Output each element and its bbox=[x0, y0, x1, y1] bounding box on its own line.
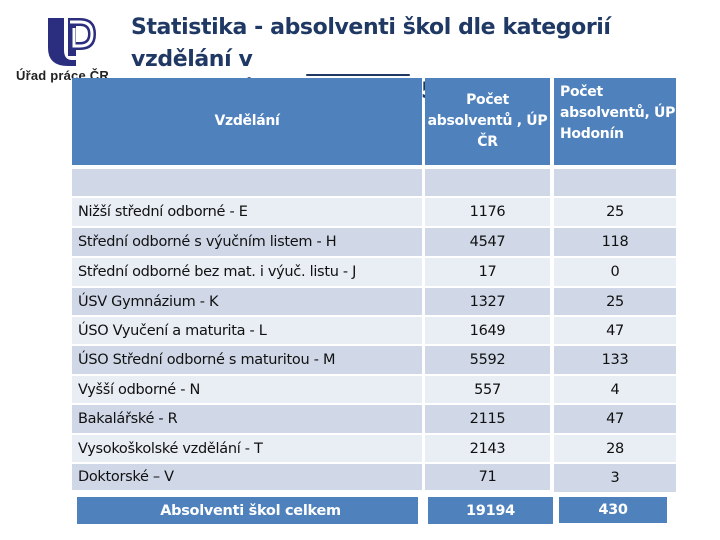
cell-count-cr: 1176 bbox=[425, 198, 550, 226]
upcr-logo-icon bbox=[48, 18, 96, 66]
cell-empty bbox=[554, 169, 676, 196]
cell-count-cr: 1327 bbox=[425, 288, 550, 315]
title-underline bbox=[306, 74, 410, 76]
cell-count-cr: 71 bbox=[425, 464, 550, 490]
header-education: Vzdělání bbox=[72, 78, 422, 165]
cell-education: Doktorské – V bbox=[72, 464, 422, 490]
header-count-cr: Počet absolventů , ÚP ČR bbox=[425, 78, 550, 165]
cell-count-hodonin: 25 bbox=[554, 198, 676, 226]
cell-count-hodonin: 3 bbox=[554, 464, 676, 492]
cell-education: Střední odborné s výučním listem - H bbox=[72, 228, 422, 256]
cell-count-cr: 2143 bbox=[425, 435, 550, 462]
cell-empty bbox=[425, 169, 550, 196]
header-count-hodonin: Počet absolventů, ÚP Hodonín bbox=[554, 78, 676, 165]
cell-education: Střední odborné bez mat. i výuč. listu -… bbox=[72, 258, 422, 286]
cell-count-cr: 4547 bbox=[425, 228, 550, 256]
cell-count-cr: 1649 bbox=[425, 317, 550, 344]
cell-education: Vyšší odborné - N bbox=[72, 376, 422, 403]
cell-education: ÚSO Střední odborné s maturitou - M bbox=[72, 346, 422, 374]
total-count-hodonin: 430 bbox=[559, 497, 667, 523]
cell-empty bbox=[72, 169, 422, 196]
cell-education: ÚSV Gymnázium - K bbox=[72, 288, 422, 315]
logo: Úřad práce ČR bbox=[8, 8, 128, 88]
total-label: Absolventi škol celkem bbox=[77, 497, 418, 524]
cell-count-cr: 557 bbox=[425, 376, 550, 403]
cell-count-cr: 17 bbox=[425, 258, 550, 286]
cell-education: ÚSO Vyučení a maturita - L bbox=[72, 317, 422, 344]
cell-count-hodonin: 47 bbox=[554, 405, 676, 433]
cell-count-hodonin: 28 bbox=[554, 435, 676, 462]
cell-count-hodonin: 47 bbox=[554, 317, 676, 344]
title-line-1: Statistika - absolventi škol dle kategor… bbox=[131, 15, 611, 72]
cell-education: Nižší střední odborné - E bbox=[72, 198, 422, 226]
cell-count-hodonin: 0 bbox=[554, 258, 676, 286]
cell-count-hodonin: 118 bbox=[554, 228, 676, 256]
cell-count-hodonin: 133 bbox=[554, 346, 676, 374]
cell-count-hodonin: 4 bbox=[554, 376, 676, 403]
cell-education: Vysokoškolské vzdělání - T bbox=[72, 435, 422, 462]
total-count-cr: 19194 bbox=[428, 497, 553, 524]
cell-count-cr: 2115 bbox=[425, 405, 550, 433]
cell-count-cr: 5592 bbox=[425, 346, 550, 374]
cell-count-hodonin: 25 bbox=[554, 288, 676, 315]
cell-education: Bakalářské - R bbox=[72, 405, 422, 433]
